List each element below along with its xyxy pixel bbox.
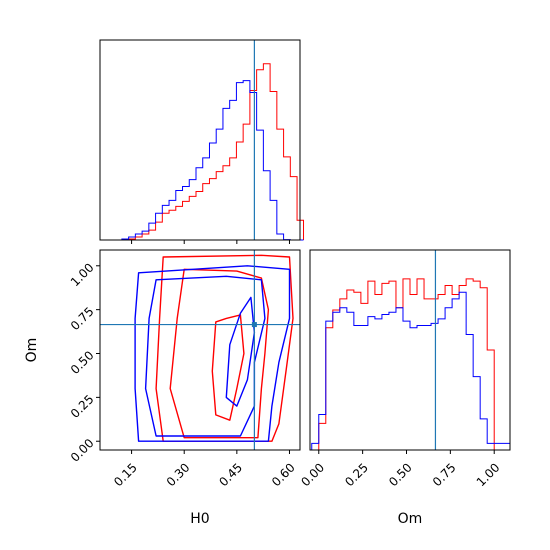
joint-xtick-label-3: 0.60 [269,460,298,489]
joint-ytick-label-0: 0.00 [68,436,97,465]
joint-xtick-label-2: 0.45 [216,460,245,489]
joint-contour-0 [155,254,294,442]
joint-contour-1 [169,268,270,439]
om-marginal-frame [309,249,511,451]
joint-frame [99,249,301,451]
h0-marginal-panel [99,39,305,244]
joint-ytick-label-4: 1.00 [68,260,97,289]
joint-truth-marker [251,322,257,328]
om-marginal-xtick-label-2: 0.50 [386,460,415,489]
joint-ytick-label-1: 0.25 [68,392,97,421]
joint-ylabel: Om [24,338,40,363]
joint-contour-panel: 0.15 0.30 0.45 0.60 0.00 0.25 0.50 0.75 1.00 H0 Om [24,249,301,527]
om-histogram-series-1 [311,291,511,450]
joint-contour-4 [144,275,266,437]
h0-histogram-series-1 [121,80,304,241]
om-marginal-panel: 0.00 0.25 0.50 0.75 1.00 Om [298,249,511,527]
joint-contour-3 [134,265,291,442]
joint-contour-5 [225,296,256,407]
om-marginal-xtick-label-3: 0.75 [430,460,459,489]
h0-marginal-frame [99,39,301,241]
joint-ytick-label-3: 0.75 [68,304,97,333]
joint-xtick-label-1: 0.30 [164,460,193,489]
joint-contour-2 [211,314,245,421]
joint-xtick-label-0: 0.15 [111,460,140,489]
joint-contour-group [100,250,300,450]
om-marginal-xtick-label-0: 0.00 [298,460,327,489]
om-xlabel: Om [398,511,423,527]
joint-ytick-label-2: 0.50 [68,348,97,377]
h0-histogram-series-0 [121,63,305,241]
om-histogram-series-0 [311,278,510,451]
om-marginal-xtick-label-4: 1.00 [474,460,503,489]
joint-xlabel: H0 [190,511,209,527]
om-marginal-xtick-label-1: 0.25 [342,460,371,489]
